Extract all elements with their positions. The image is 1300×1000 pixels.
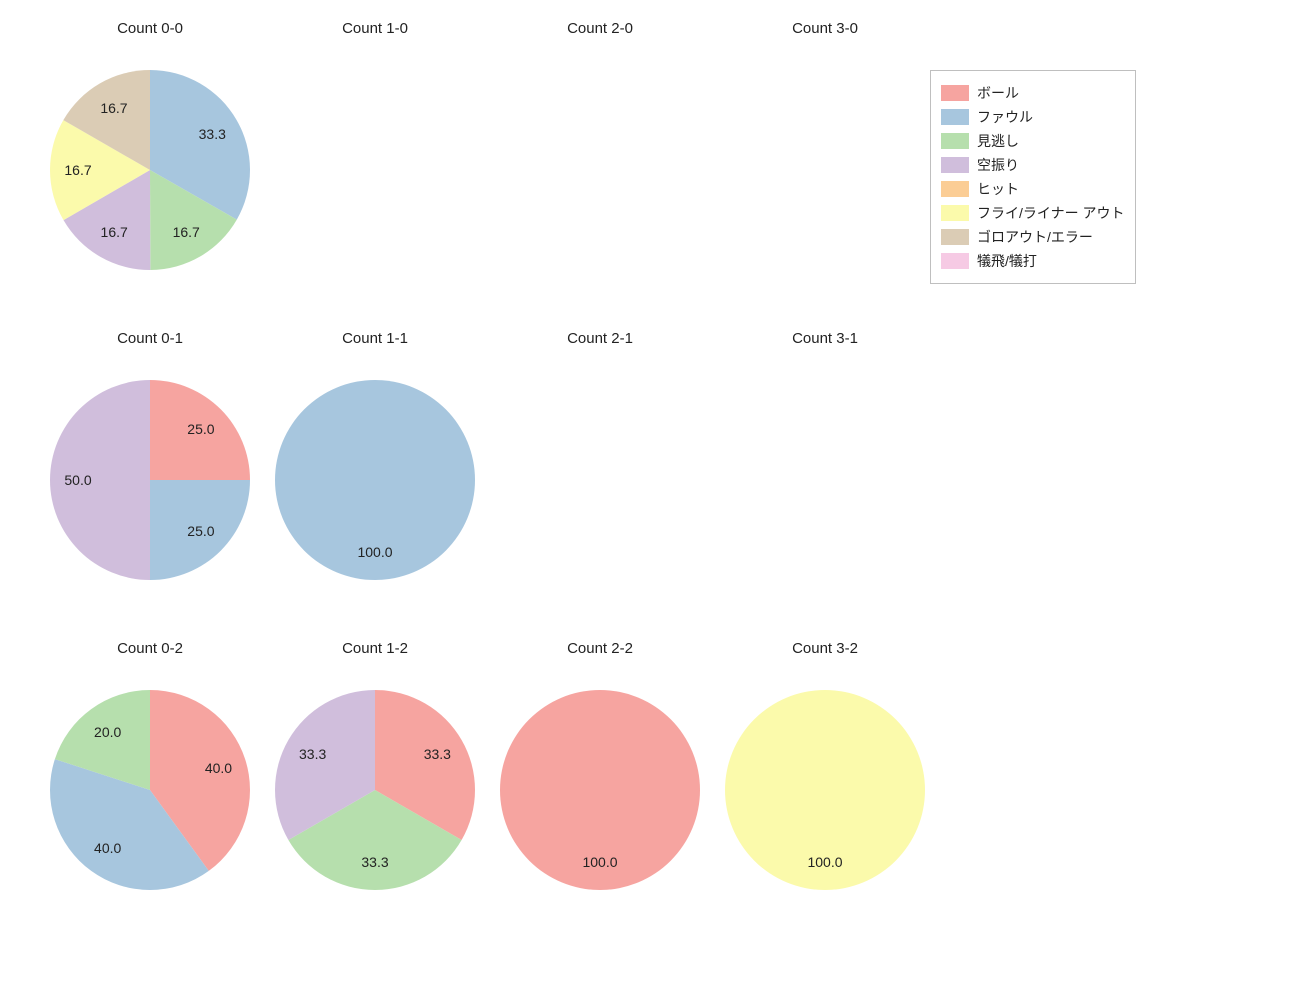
legend-item: ファウル — [941, 105, 1125, 129]
pie-panel: Count 3-0 — [715, 20, 935, 300]
slice-label: 40.0 — [94, 840, 121, 856]
legend-item: ボール — [941, 81, 1125, 105]
legend-swatch — [941, 157, 969, 173]
slice-label: 16.7 — [64, 162, 91, 178]
panel-title: Count 0-2 — [40, 640, 260, 657]
panel-title: Count 2-2 — [490, 640, 710, 657]
legend-swatch — [941, 133, 969, 149]
legend-swatch — [941, 85, 969, 101]
legend-label: 空振り — [977, 155, 1019, 175]
legend-item: フライ/ライナー アウト — [941, 201, 1125, 225]
slice-label: 25.0 — [187, 421, 214, 437]
slice-label: 33.3 — [424, 746, 451, 762]
pie-panel: Count 2-2 100.0 — [490, 640, 710, 920]
slice-label: 100.0 — [357, 544, 392, 560]
pie-panel: Count 1-2 33.3 33.3 33.3 — [265, 640, 485, 920]
legend-swatch — [941, 109, 969, 125]
legend-label: ファウル — [977, 107, 1033, 127]
legend-swatch — [941, 229, 969, 245]
slice-label: 16.7 — [100, 100, 127, 116]
legend-label: フライ/ライナー アウト — [977, 203, 1125, 223]
legend-swatch — [941, 205, 969, 221]
pie-holder: 25.0 25.0 50.0 — [50, 380, 250, 580]
legend-label: ヒット — [977, 179, 1019, 199]
legend-label: ボール — [977, 83, 1019, 103]
legend-item: 見逃し — [941, 129, 1125, 153]
legend-label: 犠飛/犠打 — [977, 251, 1037, 271]
legend-item: ヒット — [941, 177, 1125, 201]
slice-label: 33.3 — [199, 126, 226, 142]
legend-swatch — [941, 181, 969, 197]
slice-label: 100.0 — [807, 854, 842, 870]
pie-panel: Count 0-1 25.0 25.0 50.0 — [40, 330, 260, 610]
pie-panel: Count 0-2 40.0 40.0 20.0 — [40, 640, 260, 920]
slice-label: 33.3 — [361, 854, 388, 870]
panel-title: Count 2-1 — [490, 330, 710, 347]
legend-label: ゴロアウト/エラー — [977, 227, 1093, 247]
pie-panel: Count 1-0 — [265, 20, 485, 300]
legend: ボールファウル見逃し空振りヒットフライ/ライナー アウトゴロアウト/エラー犠飛/… — [930, 70, 1136, 284]
panel-title: Count 3-1 — [715, 330, 935, 347]
slice-label: 40.0 — [205, 760, 232, 776]
panel-title: Count 2-0 — [490, 20, 710, 37]
legend-swatch — [941, 253, 969, 269]
slice-label: 33.3 — [299, 746, 326, 762]
panel-title: Count 0-1 — [40, 330, 260, 347]
legend-label: 見逃し — [977, 131, 1019, 151]
panel-title: Count 1-1 — [265, 330, 485, 347]
panel-title: Count 1-2 — [265, 640, 485, 657]
panel-title: Count 1-0 — [265, 20, 485, 37]
pie-panel: Count 0-0 33.3 16.7 16.7 16.7 16.7 — [40, 20, 260, 300]
pie-holder: 100.0 — [275, 380, 475, 580]
panel-title: Count 3-0 — [715, 20, 935, 37]
pie-panel: Count 3-2 100.0 — [715, 640, 935, 920]
slice-label: 50.0 — [64, 472, 91, 488]
legend-item: 空振り — [941, 153, 1125, 177]
legend-item: ゴロアウト/エラー — [941, 225, 1125, 249]
pie-panel: Count 2-1 — [490, 330, 710, 610]
chart-root: Count 0-0 33.3 16.7 16.7 16.7 16.7 Count 1-0 Co… — [0, 0, 1300, 1000]
pie-holder: 40.0 40.0 20.0 — [50, 690, 250, 890]
slice-label: 16.7 — [173, 224, 200, 240]
pie-panel: Count 2-0 — [490, 20, 710, 300]
slice-label: 100.0 — [582, 854, 617, 870]
slice-label: 16.7 — [101, 224, 128, 240]
slice-label: 25.0 — [187, 523, 214, 539]
panel-title: Count 0-0 — [40, 20, 260, 37]
pie-holder: 33.3 16.7 16.7 16.7 16.7 — [50, 70, 250, 270]
panel-title: Count 3-2 — [715, 640, 935, 657]
pie-holder: 33.3 33.3 33.3 — [275, 690, 475, 890]
pie-holder: 100.0 — [725, 690, 925, 890]
pie-panel: Count 1-1 100.0 — [265, 330, 485, 610]
pie-panel: Count 3-1 — [715, 330, 935, 610]
legend-item: 犠飛/犠打 — [941, 249, 1125, 273]
pie-holder: 100.0 — [500, 690, 700, 890]
slice-label: 20.0 — [94, 724, 121, 740]
